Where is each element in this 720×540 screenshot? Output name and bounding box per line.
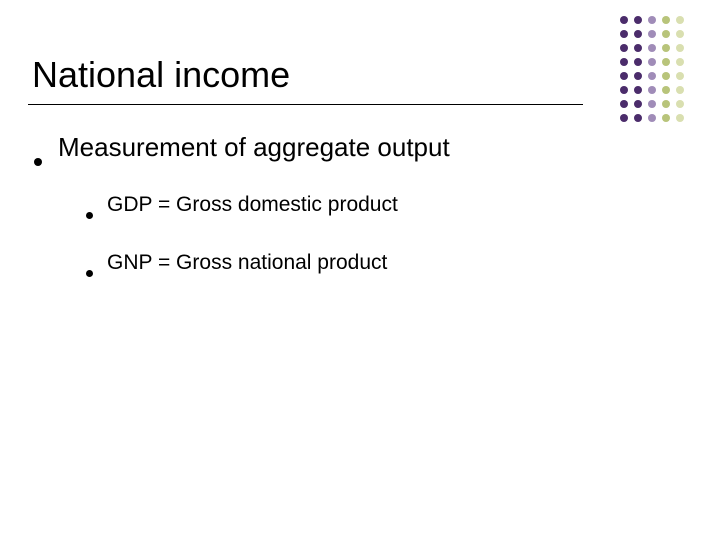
bullet-level1: Measurement of aggregate output <box>34 132 634 163</box>
dot-grid-icon <box>620 16 690 136</box>
bullet-icon <box>34 158 42 166</box>
body-area: Measurement of aggregate output GDP = Gr… <box>34 132 634 309</box>
bullet-level2: GNP = Gross national product <box>86 251 634 275</box>
title-area: National income <box>32 54 572 96</box>
bullet-level2-text: GNP = Gross national product <box>107 251 387 275</box>
slide-title: National income <box>32 54 572 96</box>
bullet-icon <box>86 212 93 219</box>
corner-decoration <box>620 16 690 136</box>
bullet-level2: GDP = Gross domestic product <box>86 193 634 217</box>
title-underline <box>28 104 583 105</box>
slide: National income Measurement of aggregate… <box>0 0 720 540</box>
bullet-icon <box>86 270 93 277</box>
bullet-level2-text: GDP = Gross domestic product <box>107 193 398 217</box>
bullet-level1-text: Measurement of aggregate output <box>58 132 450 163</box>
